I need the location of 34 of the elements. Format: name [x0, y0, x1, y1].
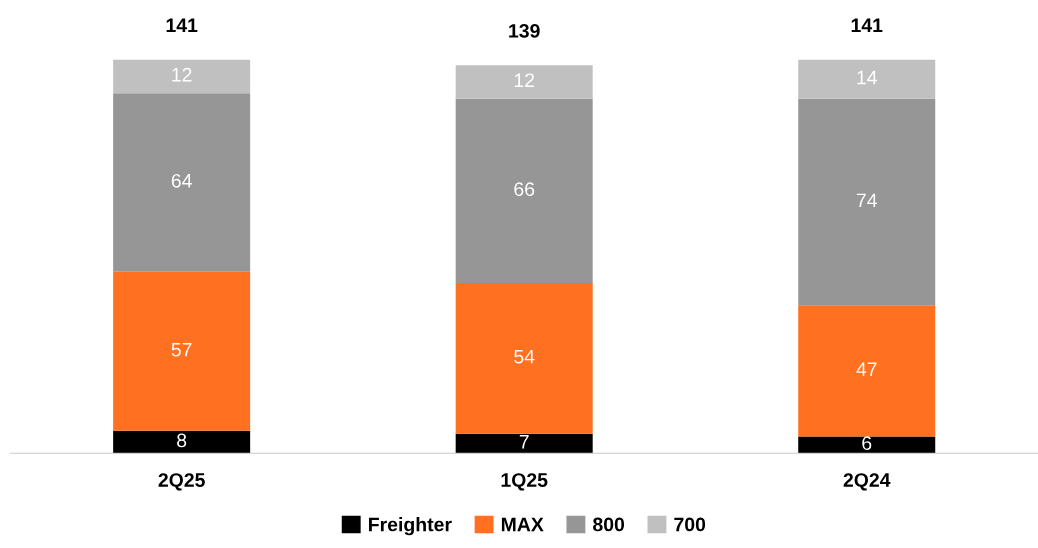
total-label: 141	[851, 18, 883, 32]
bar	[113, 93, 251, 272]
data-label: 7	[519, 435, 529, 449]
bar	[798, 436, 936, 454]
data-label: 47	[856, 362, 877, 376]
bar	[455, 282, 593, 434]
data-label: 12	[514, 73, 535, 87]
data-label: 12	[172, 67, 192, 82]
data-label: 6	[862, 436, 872, 451]
bar	[798, 98, 936, 306]
bar	[113, 271, 251, 431]
total-label: 139	[509, 23, 540, 38]
legend-label: Freighter	[369, 517, 452, 536]
legend-label: 700	[674, 517, 706, 532]
data-label: 66	[514, 182, 535, 197]
data-label: 57	[171, 342, 192, 357]
bar	[798, 59, 936, 99]
legend-label: 800	[593, 517, 625, 532]
x-tick-label: 2Q24	[843, 473, 891, 491]
data-label: 74	[856, 193, 877, 208]
bar	[798, 305, 936, 437]
legend-label: MAX	[501, 517, 544, 532]
x-tick-label: 1Q25	[501, 473, 548, 491]
x-tick-label: 2Q25	[158, 473, 205, 491]
bar	[455, 433, 593, 454]
data-label: 8	[177, 433, 187, 448]
bar	[113, 59, 251, 94]
bar	[113, 430, 251, 454]
data-label: 54	[514, 349, 535, 364]
total-label: 141	[166, 18, 198, 32]
data-label: 64	[171, 173, 192, 188]
bar	[455, 98, 593, 283]
bar	[455, 65, 593, 99]
data-label: 14	[857, 70, 877, 85]
